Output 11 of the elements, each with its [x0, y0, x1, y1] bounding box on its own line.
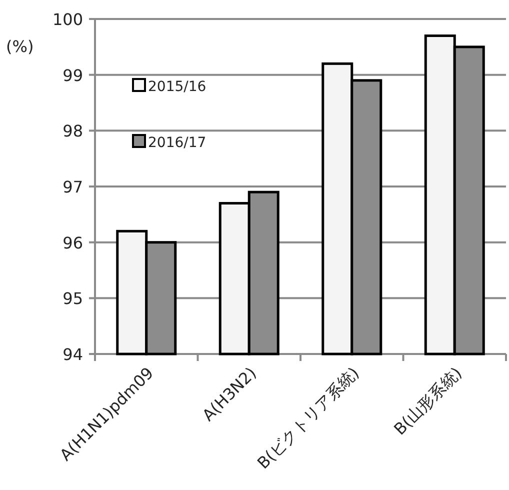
- y-tick-label: 94: [62, 345, 83, 364]
- y-tick-label: 95: [62, 289, 83, 308]
- y-tick-label: 100: [52, 10, 83, 29]
- y-tick-label: 99: [62, 66, 83, 85]
- y-tick-label: 97: [62, 178, 83, 196]
- legend-label: 2016/17: [148, 135, 206, 151]
- legend-label: 2015/16: [148, 79, 206, 95]
- x-tick-label: B(山形系統): [390, 363, 466, 439]
- y-axis-title: (%): [6, 37, 34, 56]
- y-tick-label: 98: [62, 122, 83, 141]
- y-tick-label: 96: [62, 233, 83, 252]
